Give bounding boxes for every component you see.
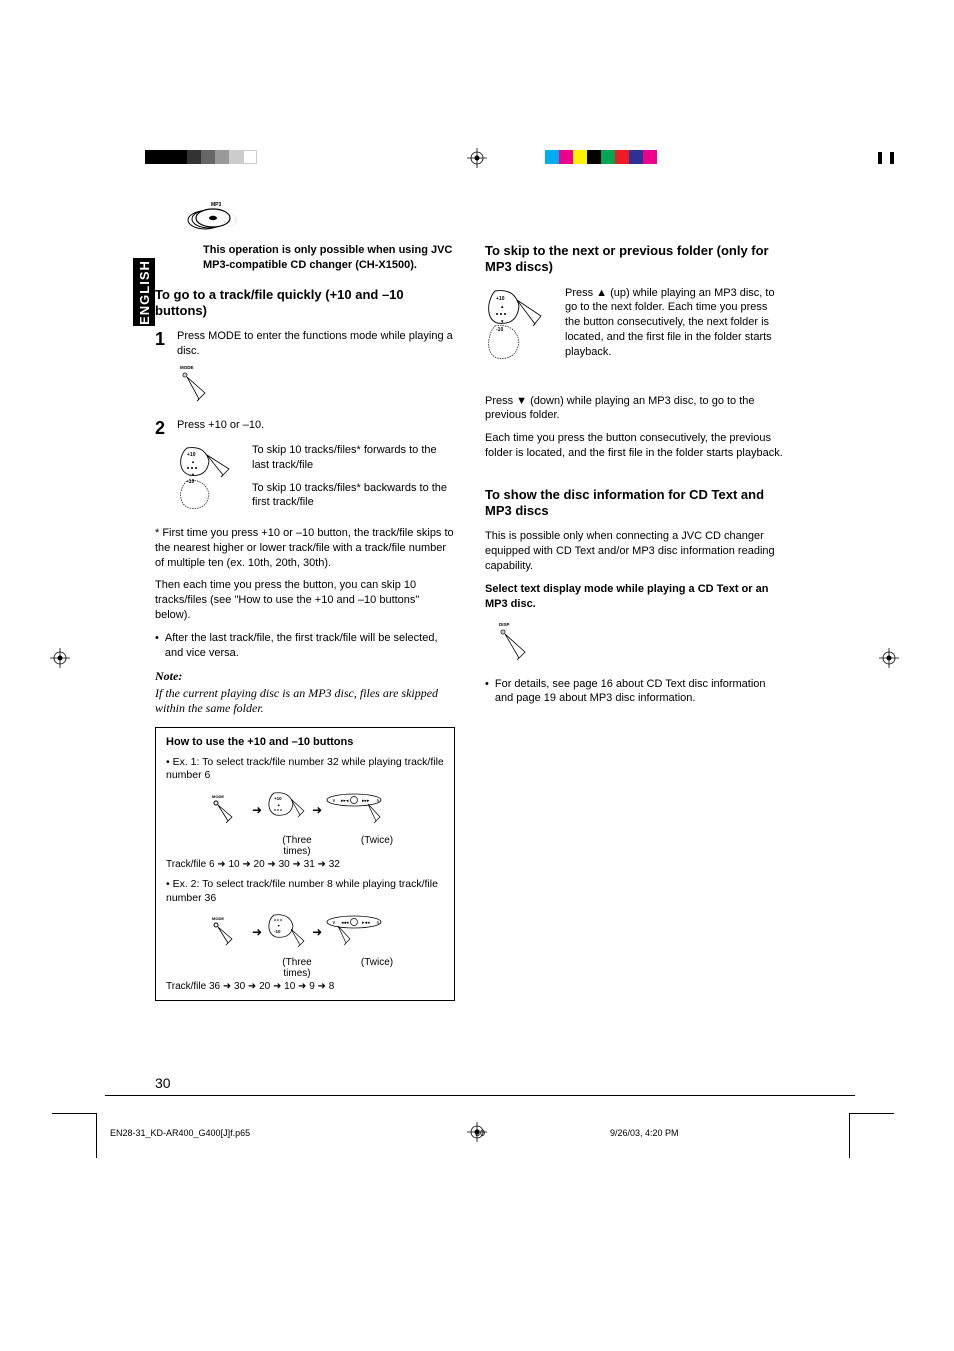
- note-heading: Note:: [155, 669, 455, 684]
- press-down-text-2: Each time you press the button consecuti…: [485, 431, 785, 461]
- select-mode-text: Select text display mode while playing a…: [485, 582, 785, 612]
- note-body: If the current playing disc is an MP3 di…: [155, 686, 455, 717]
- step-number-2: 2: [155, 418, 177, 439]
- color-bar-grayscale: [145, 150, 257, 164]
- heading-goto-track: To go to a track/file quickly (+10 and –…: [155, 287, 455, 320]
- svg-text:▲: ▲: [500, 304, 504, 309]
- disc-info-para: This is possible only when connecting a …: [485, 529, 785, 574]
- svg-text:▲: ▲: [191, 459, 195, 464]
- twice-label: (Twice): [346, 835, 408, 857]
- svg-text:MODE: MODE: [212, 794, 224, 799]
- howto-heading: How to use the +10 and –10 buttons: [166, 736, 444, 748]
- skip-forward-text: To skip 10 tracks/files* forwards to the…: [252, 443, 455, 473]
- footer-rule: [105, 1095, 855, 1096]
- track-sequence-1: Track/file 6 ➜ 10 ➜ 20 ➜ 30 ➜ 31 ➜ 32: [166, 859, 444, 870]
- svg-text:▸◂◂: ▸◂◂: [362, 920, 370, 926]
- footer-page: 30: [390, 1128, 570, 1138]
- svg-text:DISP: DISP: [499, 622, 510, 627]
- svg-text:-10: -10: [274, 929, 281, 934]
- intro-text: This operation is only possible when usi…: [203, 243, 455, 273]
- svg-text:-10: -10: [187, 479, 194, 485]
- svg-text:▸▸◂: ▸▸◂: [341, 798, 349, 804]
- example-2-text: • Ex. 2: To select track/file number 8 w…: [166, 878, 444, 905]
- after-text: After the last track/file, the first tra…: [165, 631, 455, 661]
- asterisk-note: * First time you press +10 or –10 button…: [155, 526, 455, 571]
- skip-backward-text: To skip 10 tracks/files* backwards to th…: [252, 481, 455, 511]
- svg-text:▼: ▼: [500, 319, 504, 324]
- crop-mark-bl: [52, 1113, 97, 1158]
- color-bar-cmyk: [545, 150, 657, 164]
- step-2-text: Press +10 or –10.: [177, 418, 455, 439]
- svg-text:MODE: MODE: [180, 365, 194, 370]
- track-sequence-2: Track/file 36 ➜ 30 ➜ 20 ➜ 10 ➜ 9 ➜ 8: [166, 981, 444, 992]
- crop-mark-br: [849, 1113, 894, 1158]
- page-number: 30: [155, 1075, 171, 1091]
- disp-button-icon: DISP: [495, 620, 785, 667]
- press-down-text: Press ▼ (down) while playing an MP3 disc…: [485, 394, 785, 424]
- svg-text:∨: ∨: [332, 920, 336, 926]
- svg-text:∨: ∨: [332, 798, 336, 804]
- howto-box: How to use the +10 and –10 buttons • Ex.…: [155, 727, 455, 1002]
- svg-text:▼: ▼: [191, 472, 195, 477]
- heading-skip-folder: To skip to the next or previous folder (…: [485, 243, 785, 276]
- language-tab: ENGLISH: [133, 258, 155, 326]
- three-times-label: (Three times): [276, 835, 318, 857]
- registration-mark-icon: [467, 148, 487, 171]
- svg-text:+10: +10: [187, 452, 196, 458]
- bar-mark-icon: [878, 152, 894, 164]
- svg-text:∧: ∧: [376, 920, 380, 926]
- svg-text:▸▸▸: ▸▸▸: [362, 798, 370, 804]
- left-column: This operation is only possible when usi…: [155, 243, 455, 1001]
- svg-text:◂◂◂: ◂◂◂: [341, 920, 349, 926]
- three-times-label-2: (Three times): [276, 957, 318, 979]
- step-1-text: Press MODE to enter the functions mode w…: [177, 329, 455, 359]
- press-up-text: Press ▲ (up) while playing an MP3 disc, …: [565, 286, 785, 384]
- svg-text:+10: +10: [274, 796, 282, 801]
- footer-meta: EN28-31_KD-AR400_G400[J]f.p65 30 9/26/03…: [110, 1128, 850, 1138]
- svg-text:-10: -10: [496, 327, 503, 333]
- footer-filename: EN28-31_KD-AR400_G400[J]f.p65: [110, 1128, 390, 1138]
- svg-text:∧: ∧: [376, 798, 380, 804]
- language-label: ENGLISH: [137, 260, 152, 325]
- svg-text:MP3: MP3: [211, 202, 222, 208]
- registration-mark-right-icon: [879, 648, 899, 671]
- heading-disc-info: To show the disc information for CD Text…: [485, 487, 785, 520]
- mp3-disc-icon: MP3: [183, 200, 795, 235]
- details-bullet: For details, see page 16 about CD Text d…: [495, 677, 785, 707]
- right-column: To skip to the next or previous folder (…: [485, 243, 785, 1001]
- updown-button-icon: +10 ▲ ▼ -10: [177, 443, 252, 518]
- example-1-text: • Ex. 1: To select track/file number 32 …: [166, 756, 444, 783]
- page-content: MP3 ENGLISH This operation is only possi…: [155, 200, 795, 1001]
- example-1-sequence: MODE ➜ +10▲ ➜ ∨▸▸◂▸▸▸∧: [210, 789, 444, 831]
- then-text: Then each time you press the button, you…: [155, 578, 455, 623]
- svg-text:MODE: MODE: [212, 916, 224, 921]
- registration-marks-top: [0, 150, 954, 180]
- registration-mark-left-icon: [50, 648, 70, 671]
- svg-text:▲: ▲: [277, 803, 280, 807]
- folder-updown-icon: +10 ▲ ▼ -10: [485, 286, 565, 384]
- twice-label-2: (Twice): [346, 957, 408, 979]
- footer-date: 9/26/03, 4:20 PM: [570, 1128, 850, 1138]
- svg-text:▼: ▼: [277, 924, 280, 928]
- svg-text:+10: +10: [496, 296, 505, 302]
- step-number-1: 1: [155, 329, 177, 359]
- example-2-sequence: MODE ➜ ▼-10 ➜ ∨◂◂◂▸◂◂∧: [210, 911, 444, 953]
- mode-button-icon: MODE: [177, 363, 455, 408]
